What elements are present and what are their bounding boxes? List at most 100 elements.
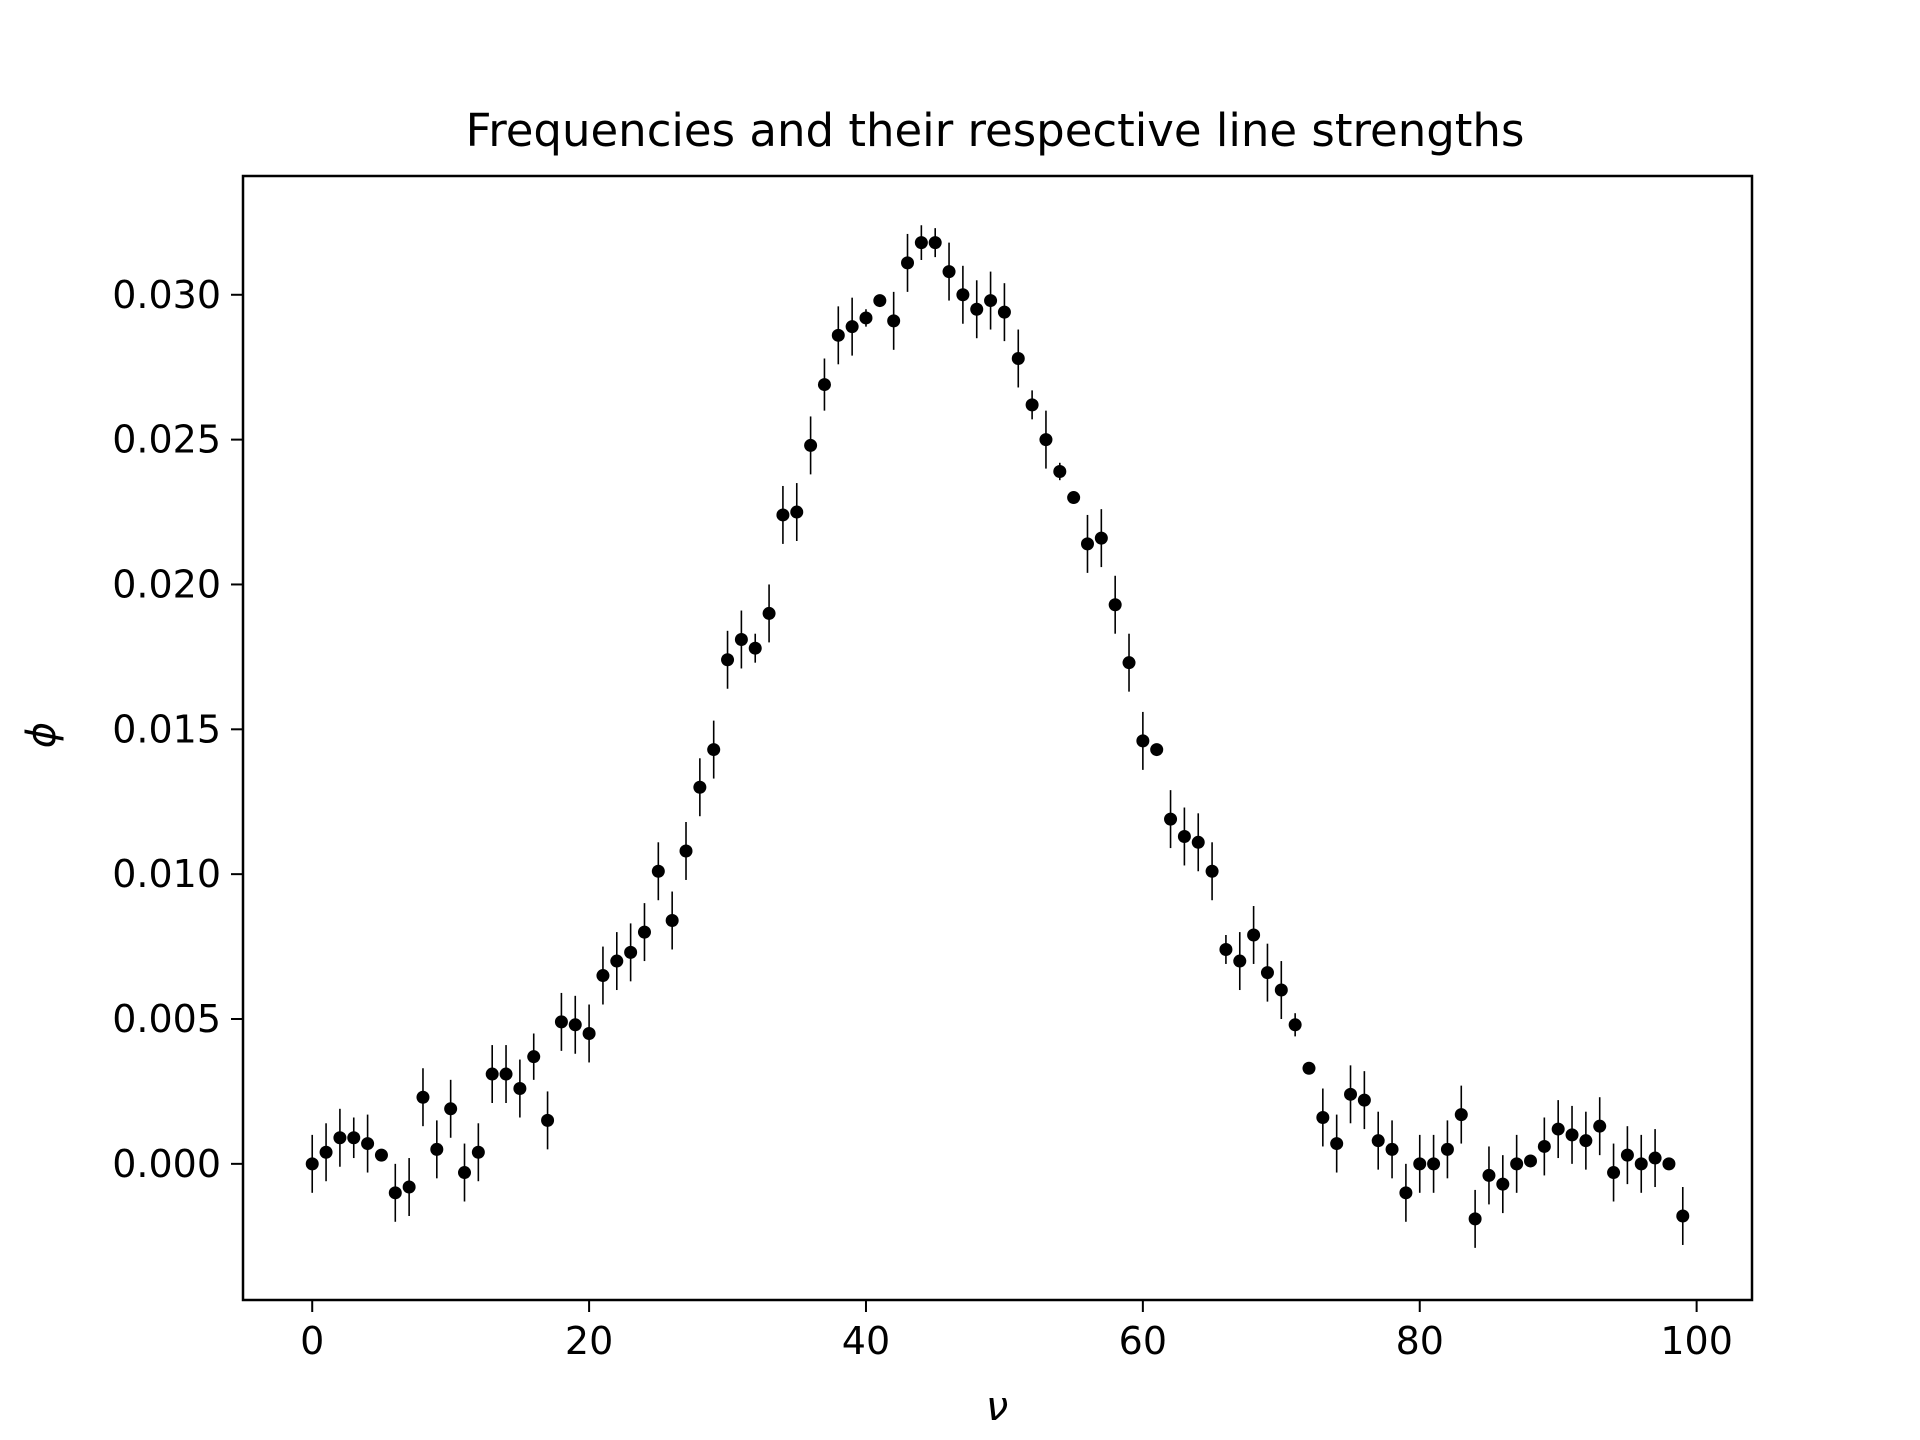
data-point: [984, 294, 998, 308]
data-point: [1247, 928, 1261, 942]
data-point: [679, 844, 693, 858]
data-point: [513, 1082, 527, 1096]
data-point: [596, 969, 610, 983]
data-point: [1053, 464, 1067, 478]
data-point: [956, 288, 970, 302]
plot-area-frame: [241, 174, 1754, 1302]
y-tick-label: 0.000: [112, 1142, 221, 1186]
data-point: [1330, 1137, 1344, 1151]
y-tick-label: 0.025: [112, 418, 221, 462]
data-point: [707, 743, 721, 757]
data-point: [1274, 983, 1288, 997]
data-point: [416, 1090, 430, 1104]
data-point: [901, 256, 915, 270]
data-point: [845, 320, 859, 334]
data-point: [873, 294, 887, 308]
data-point: [1579, 1134, 1593, 1148]
data-point: [1468, 1212, 1482, 1226]
data-point: [1233, 954, 1247, 968]
data-point: [1662, 1157, 1676, 1171]
x-tick-label: 20: [565, 1319, 613, 1363]
x-tick-label: 0: [300, 1319, 324, 1363]
data-point: [1205, 864, 1219, 878]
data-point: [582, 1026, 596, 1040]
data-point: [831, 328, 845, 342]
data-point: [651, 864, 665, 878]
data-point: [1440, 1142, 1454, 1156]
data-point: [1523, 1154, 1537, 1168]
data-point: [1634, 1157, 1648, 1171]
data-point: [1136, 734, 1150, 748]
data-point: [637, 925, 651, 939]
x-tick-label: 60: [1119, 1319, 1167, 1363]
data-point: [333, 1131, 347, 1145]
data-point: [1482, 1168, 1496, 1182]
data-point: [402, 1180, 416, 1194]
data-point: [1260, 966, 1274, 980]
y-tick-label: 0.030: [112, 273, 221, 317]
data-point: [1039, 433, 1053, 447]
data-point: [1191, 835, 1205, 849]
data-point: [388, 1186, 402, 1200]
data-points: [305, 236, 1690, 1226]
data-point: [1551, 1122, 1565, 1136]
data-point: [1357, 1093, 1371, 1107]
data-point: [1385, 1142, 1399, 1156]
data-point: [970, 302, 984, 316]
data-point: [471, 1145, 485, 1159]
y-tick-label: 0.005: [112, 997, 221, 1041]
data-point: [734, 633, 748, 647]
data-point: [1454, 1108, 1468, 1122]
data-point: [859, 311, 873, 325]
data-point: [1565, 1128, 1579, 1142]
data-point: [1344, 1087, 1358, 1101]
data-point: [1676, 1209, 1690, 1223]
data-point: [776, 508, 790, 522]
data-point: [1011, 352, 1025, 366]
x-tick-label: 80: [1396, 1319, 1444, 1363]
data-point: [499, 1067, 513, 1081]
data-point: [817, 378, 831, 392]
data-point: [1219, 942, 1233, 956]
data-point: [748, 641, 762, 655]
data-point: [928, 236, 942, 250]
data-point: [1537, 1139, 1551, 1153]
data-point: [914, 236, 928, 250]
data-point: [1164, 812, 1178, 826]
y-tick-label: 0.015: [112, 707, 221, 751]
data-point: [458, 1166, 472, 1180]
data-point: [804, 438, 818, 452]
data-point: [444, 1102, 458, 1116]
data-point: [887, 314, 901, 328]
data-point: [665, 914, 679, 928]
data-point: [1067, 491, 1081, 505]
x-axis: 0 20 40 60 80 100: [300, 1300, 1733, 1363]
y-axis: 0.000 0.005 0.010 0.015 0.020 0.025 0.030: [112, 273, 243, 1186]
data-point: [997, 305, 1011, 319]
data-point: [568, 1018, 582, 1032]
data-point: [1177, 829, 1191, 843]
data-point: [1607, 1166, 1621, 1180]
data-point: [1150, 743, 1164, 757]
data-point: [624, 945, 638, 959]
data-point: [693, 780, 707, 794]
data-point: [1496, 1177, 1510, 1191]
data-point: [1094, 531, 1108, 545]
data-point: [1648, 1151, 1662, 1165]
data-point: [942, 265, 956, 279]
data-point: [319, 1145, 333, 1159]
y-tick-label: 0.020: [112, 562, 221, 606]
y-tick-label: 0.010: [112, 852, 221, 896]
data-point: [1413, 1157, 1427, 1171]
x-tick-label: 40: [842, 1319, 890, 1363]
data-point: [721, 653, 735, 667]
data-point: [1510, 1157, 1524, 1171]
chart-title: Frequencies and their respective line st…: [466, 104, 1525, 157]
x-axis-label: ν: [986, 1384, 1008, 1430]
data-point: [610, 954, 624, 968]
data-point: [1620, 1148, 1634, 1162]
data-point: [762, 606, 776, 620]
y-axis-label: ϕ: [19, 722, 65, 748]
